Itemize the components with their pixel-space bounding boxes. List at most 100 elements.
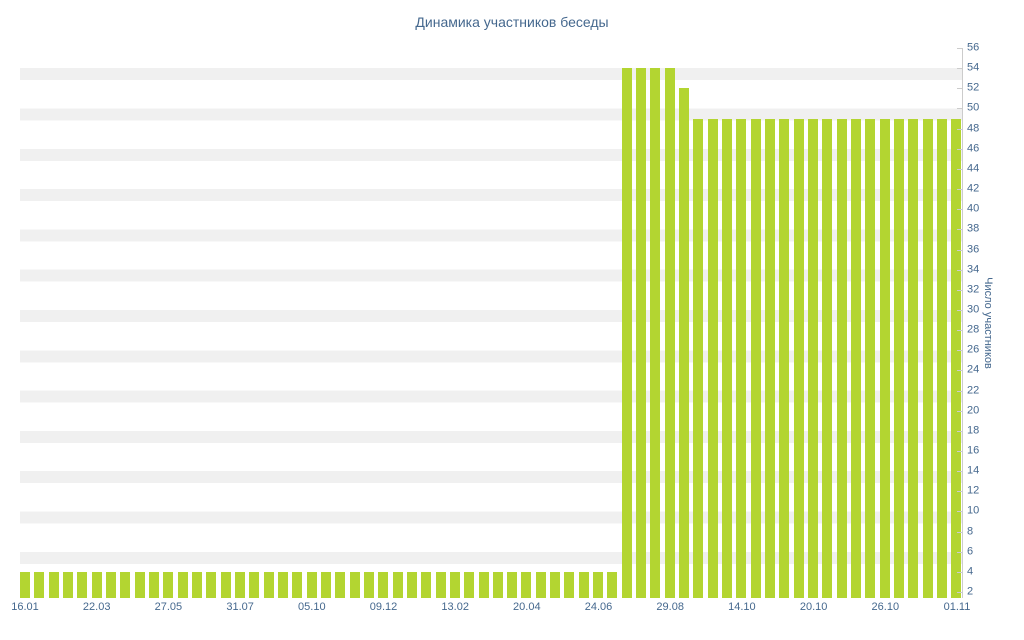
bar[interactable] bbox=[306, 571, 317, 598]
bar[interactable] bbox=[550, 571, 561, 598]
bar[interactable] bbox=[779, 118, 790, 598]
bar[interactable] bbox=[707, 118, 718, 598]
bar[interactable] bbox=[249, 571, 260, 598]
x-tick-label: 20.10 bbox=[799, 601, 828, 613]
bar[interactable] bbox=[464, 571, 475, 598]
bar[interactable] bbox=[908, 118, 919, 598]
bar[interactable] bbox=[535, 571, 546, 598]
bar[interactable] bbox=[320, 571, 331, 598]
bar[interactable] bbox=[277, 571, 288, 598]
y-tick bbox=[957, 571, 962, 573]
bar[interactable] bbox=[621, 68, 632, 598]
bar[interactable] bbox=[206, 571, 217, 598]
bar[interactable] bbox=[793, 118, 804, 598]
bar[interactable] bbox=[148, 571, 159, 598]
x-tick-label: 01.11 bbox=[943, 601, 971, 613]
bar[interactable] bbox=[851, 118, 862, 598]
bar[interactable] bbox=[77, 571, 88, 598]
y-tick bbox=[957, 350, 962, 352]
bar[interactable] bbox=[263, 571, 274, 598]
y-tick bbox=[957, 330, 962, 332]
bar[interactable] bbox=[836, 118, 847, 598]
bar[interactable] bbox=[808, 118, 819, 598]
bar[interactable] bbox=[951, 118, 962, 598]
bar[interactable] bbox=[879, 118, 890, 598]
bar[interactable] bbox=[937, 118, 947, 598]
y-tick-label: 4 bbox=[967, 565, 974, 578]
x-tick-label: 09.12 bbox=[369, 601, 398, 613]
y-tick bbox=[957, 148, 962, 150]
x-tick-label: 16.01 bbox=[11, 601, 39, 613]
x-tick-label: 27.05 bbox=[154, 601, 183, 613]
y-tick-label: 28 bbox=[967, 323, 980, 336]
bar[interactable] bbox=[607, 571, 618, 598]
bar[interactable] bbox=[20, 571, 30, 598]
bar[interactable] bbox=[91, 571, 102, 598]
x-tick-label: 05.10 bbox=[298, 601, 326, 613]
y-tick bbox=[957, 491, 962, 493]
y-tick bbox=[957, 309, 962, 311]
bar[interactable] bbox=[177, 571, 188, 598]
y-tick bbox=[957, 168, 962, 170]
y-tick-label: 48 bbox=[967, 122, 980, 135]
bar[interactable] bbox=[134, 571, 145, 598]
bar[interactable] bbox=[693, 118, 704, 598]
bar[interactable] bbox=[822, 118, 833, 598]
y-tick-label: 56 bbox=[967, 41, 980, 54]
bar[interactable] bbox=[191, 571, 202, 598]
plot-area bbox=[20, 48, 962, 598]
bar[interactable] bbox=[636, 68, 647, 598]
bar[interactable] bbox=[421, 571, 432, 598]
y-tick-label: 16 bbox=[967, 444, 980, 457]
bar[interactable] bbox=[105, 571, 116, 598]
bar[interactable] bbox=[578, 571, 589, 598]
y-tick bbox=[957, 269, 962, 271]
bar[interactable] bbox=[564, 571, 575, 598]
bar[interactable] bbox=[234, 571, 245, 598]
bar[interactable] bbox=[435, 571, 446, 598]
bar[interactable] bbox=[664, 68, 675, 598]
bar[interactable] bbox=[120, 571, 131, 598]
y-tick bbox=[957, 531, 962, 533]
bar[interactable] bbox=[378, 571, 389, 598]
bar[interactable] bbox=[492, 571, 503, 598]
y-tick-label: 38 bbox=[967, 222, 980, 235]
y-tick bbox=[957, 370, 962, 372]
y-tick-label: 22 bbox=[967, 384, 980, 396]
y-tick bbox=[957, 48, 962, 49]
y-tick bbox=[957, 189, 962, 190]
bar[interactable] bbox=[593, 571, 604, 598]
bar[interactable] bbox=[335, 571, 346, 598]
bar[interactable] bbox=[750, 118, 761, 598]
bar[interactable] bbox=[349, 571, 360, 598]
bar[interactable] bbox=[478, 571, 489, 598]
bar[interactable] bbox=[736, 118, 747, 598]
y-tick-label: 20 bbox=[967, 404, 980, 417]
y-axis-line bbox=[962, 48, 963, 598]
bar[interactable] bbox=[894, 118, 905, 598]
bar[interactable] bbox=[406, 571, 417, 598]
y-tick-label: 18 bbox=[967, 424, 980, 437]
bar[interactable] bbox=[865, 118, 876, 598]
bar[interactable] bbox=[722, 118, 733, 598]
y-tick-label: 36 bbox=[967, 243, 980, 255]
bar[interactable] bbox=[62, 571, 73, 598]
bar[interactable] bbox=[220, 571, 231, 598]
bar[interactable] bbox=[392, 571, 403, 598]
y-axis-title: Число участников bbox=[982, 277, 994, 369]
bar[interactable] bbox=[48, 571, 59, 598]
bar[interactable] bbox=[449, 571, 460, 598]
bar[interactable] bbox=[650, 68, 661, 598]
bar[interactable] bbox=[521, 571, 532, 598]
bar[interactable] bbox=[922, 118, 933, 598]
chart-title: Динамика участников беседы bbox=[415, 14, 609, 30]
bar[interactable] bbox=[679, 88, 690, 598]
bar[interactable] bbox=[507, 571, 518, 598]
bar[interactable] bbox=[163, 571, 174, 598]
y-tick-label: 10 bbox=[967, 504, 980, 517]
bar[interactable] bbox=[363, 571, 374, 598]
bar[interactable] bbox=[292, 571, 303, 598]
bar[interactable] bbox=[765, 118, 776, 598]
bar[interactable] bbox=[34, 571, 45, 598]
